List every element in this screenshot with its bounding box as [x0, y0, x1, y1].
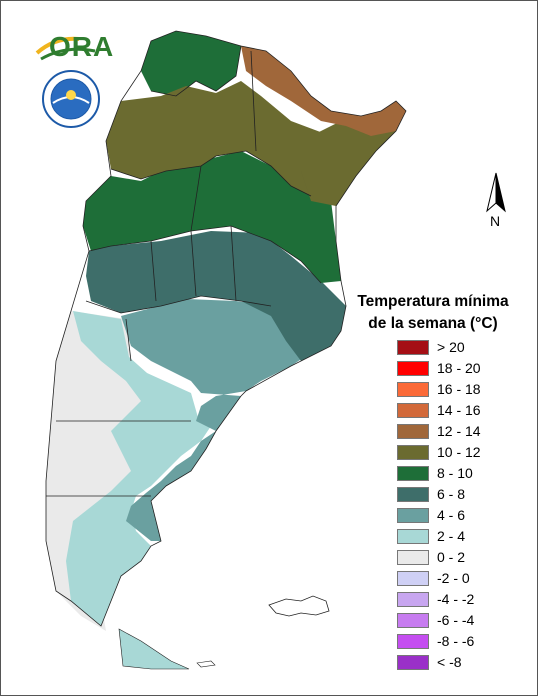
province-borders [45, 30, 407, 627]
ora-logo-text: ORA [49, 31, 115, 62]
legend-label: 4 - 6 [437, 507, 466, 523]
legend-swatch [397, 403, 429, 418]
legend-label: 12 - 14 [437, 423, 481, 439]
seal-icon [42, 70, 100, 128]
legend-swatch [397, 655, 429, 670]
legend-label: 10 - 12 [437, 444, 481, 460]
legend-label: -2 - 0 [437, 570, 470, 586]
legend-label: > 20 [437, 339, 465, 355]
legend-label: 16 - 18 [437, 381, 481, 397]
legend-label: -6 - -4 [437, 612, 475, 628]
legend-title-line2: de la semana (°C) [368, 315, 498, 332]
legend-label: 18 - 20 [437, 360, 481, 376]
legend-swatch [397, 382, 429, 397]
legend-swatch [397, 571, 429, 586]
legend-label: -8 - -6 [437, 633, 475, 649]
legend-swatch [397, 340, 429, 355]
legend-swatch [397, 466, 429, 481]
legend-swatch [397, 445, 429, 460]
legend-swatch [397, 508, 429, 523]
legend-swatch [397, 613, 429, 628]
north-label: N [490, 213, 501, 229]
legend-swatch [397, 550, 429, 565]
legend-label: 2 - 4 [437, 528, 466, 544]
zone-8-10-north [141, 31, 241, 96]
legend-label: 0 - 2 [437, 549, 466, 565]
legend-label: < -8 [437, 654, 462, 670]
legend-title: Temperatura mínima de la semana (°C) [335, 291, 531, 335]
legend-swatch [397, 487, 429, 502]
zone-12-14 [241, 46, 406, 136]
zone-4-6 [121, 299, 306, 541]
legend-label: -4 - -2 [437, 591, 475, 607]
zone-6-8 [86, 231, 346, 361]
ora-logo: ORA [35, 29, 115, 65]
isla-estados [196, 660, 216, 668]
legend-swatch [397, 592, 429, 607]
legend-title-line1: Temperatura mínima [357, 293, 509, 310]
zone-2-4-tierra [118, 628, 190, 670]
legend-swatch [397, 361, 429, 376]
legend-label: 8 - 10 [437, 465, 473, 481]
zone-8-10 [83, 151, 341, 283]
ora-swoosh-icon [35, 36, 96, 61]
legend-swatch [397, 529, 429, 544]
legend-label: 6 - 8 [437, 486, 466, 502]
north-arrow-icon [486, 172, 506, 213]
legend-swatch [397, 424, 429, 439]
malvinas-islands [268, 595, 330, 617]
north-arrow: N [483, 171, 509, 231]
legend-swatch [397, 634, 429, 649]
zone-2-4 [66, 311, 211, 626]
smn-seal-logo [41, 69, 101, 129]
legend-label: 14 - 16 [437, 402, 481, 418]
